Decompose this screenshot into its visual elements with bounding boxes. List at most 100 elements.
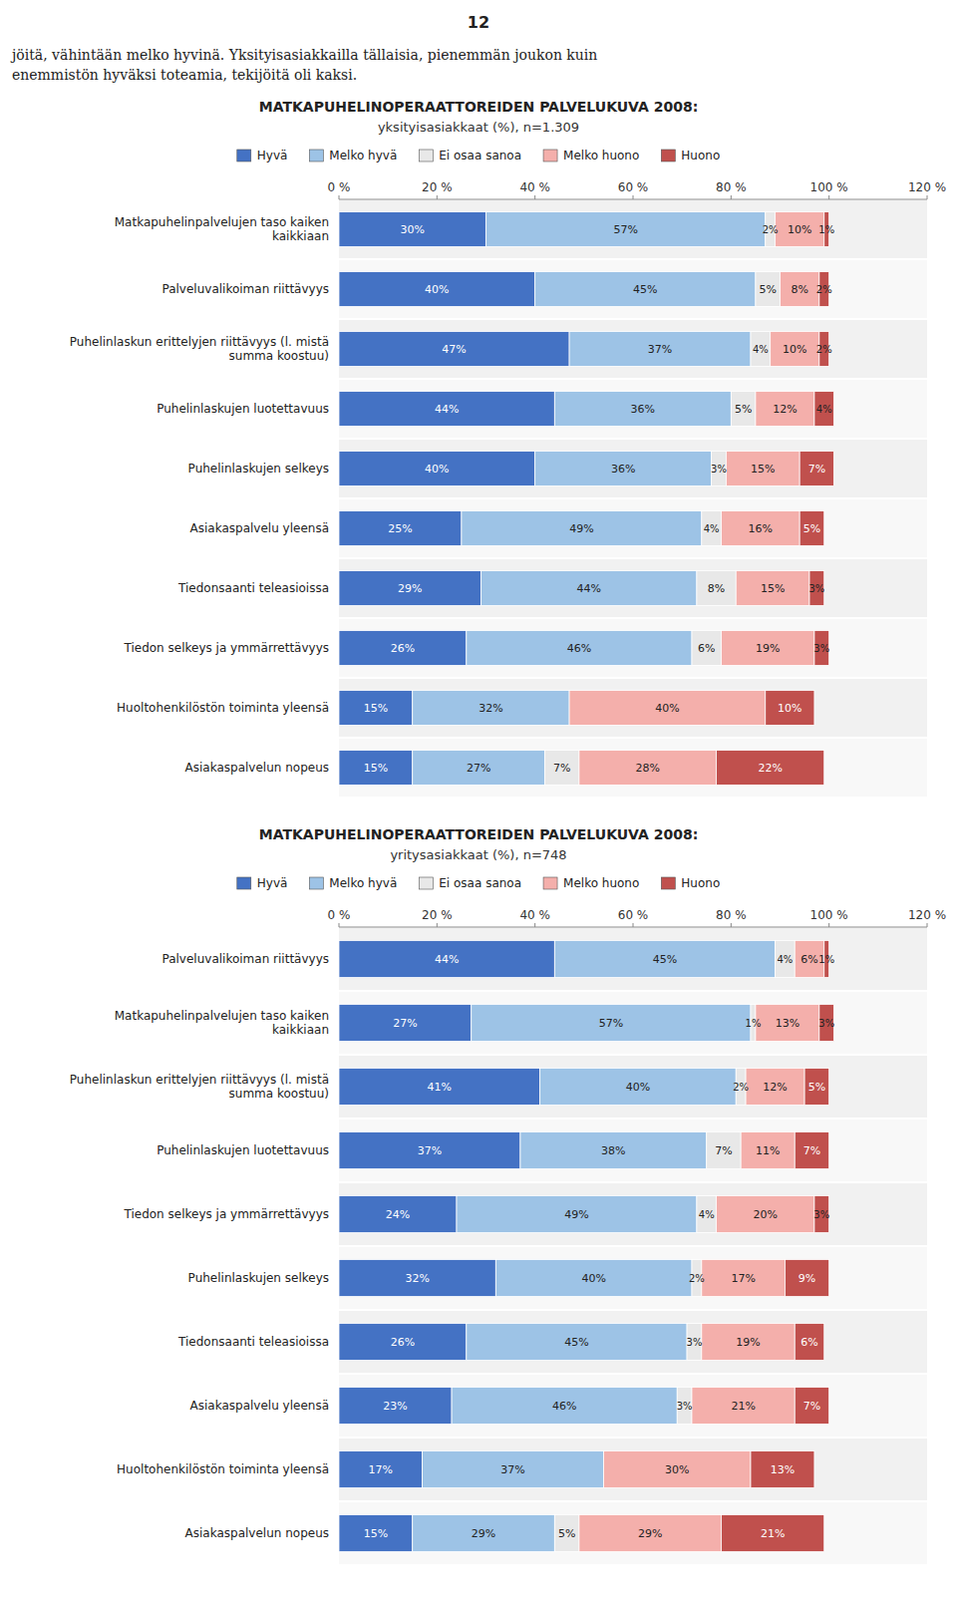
data-label: 3%: [676, 1400, 693, 1412]
bar-segment: [338, 1514, 413, 1552]
bar-segment: [775, 940, 796, 977]
category-label-line: Matkapuhelinpalvelujen taso kaiken: [114, 1008, 329, 1023]
data-label: 44%: [434, 953, 459, 966]
category-label-line: kaikkiaan: [272, 229, 329, 244]
bar-segment: [466, 1322, 687, 1360]
row-band: [338, 559, 928, 618]
data-label: 3%: [813, 642, 830, 654]
bar-segment: [338, 511, 462, 547]
category-label-line: Puhelinlaskun erittelyjen riittävyys (l.…: [69, 1072, 329, 1087]
paragraph-line: jöitä, vähintään melko hyvinä. Yksityisa…: [9, 46, 598, 63]
row-band: [338, 439, 928, 498]
bar-segment: [412, 750, 546, 786]
bar-segment: [814, 1195, 830, 1233]
bar-segment: [775, 212, 825, 248]
x-tick-label: 60 %: [618, 180, 649, 195]
x-tick: [436, 195, 438, 200]
x-tick-label: 100 %: [810, 908, 849, 923]
bar-segment: [338, 631, 467, 666]
data-label: 8%: [707, 582, 725, 596]
data-label: 15%: [750, 462, 775, 476]
data-label: 3%: [710, 463, 727, 475]
bar-segment: [696, 1195, 717, 1233]
bar-segment: [721, 511, 801, 547]
bar-segment: [780, 272, 820, 308]
data-label: 7%: [803, 1144, 821, 1158]
data-label: 25%: [387, 522, 412, 536]
bar-segment: [338, 750, 413, 786]
bar-segment: [338, 331, 570, 367]
data-label: 15%: [363, 761, 388, 775]
x-tick-label: 0 %: [327, 908, 351, 923]
bar-segment: [765, 690, 815, 726]
data-label: 7%: [808, 462, 826, 476]
data-label: 1%: [745, 1017, 762, 1029]
bar-segment: [412, 1514, 556, 1552]
row-band: [338, 678, 928, 737]
data-label: 26%: [390, 1335, 415, 1349]
bar-segment: [338, 940, 555, 977]
category-label: Asiakaspalvelun nopeus: [185, 760, 329, 775]
data-label: 32%: [404, 1272, 429, 1285]
data-label: 3%: [686, 1336, 703, 1348]
data-label: 49%: [564, 1208, 589, 1222]
data-label: 16%: [748, 522, 773, 536]
bar-segment: [338, 690, 413, 726]
row-band: [338, 379, 928, 438]
bar-segment: [794, 1386, 829, 1424]
category-label-line: Asiakaspalvelu yleensä: [190, 1398, 329, 1413]
category-label-line: Huoltohenkilöstön toiminta yleensä: [116, 700, 329, 715]
bar-segment: [794, 1131, 829, 1169]
data-label: 49%: [569, 522, 594, 536]
data-label: 6%: [697, 641, 715, 655]
bar-segment: [338, 1131, 521, 1169]
data-label: 24%: [385, 1208, 410, 1222]
x-tick-label: 40 %: [519, 180, 551, 195]
data-label: 36%: [631, 402, 655, 416]
data-label: 45%: [652, 953, 677, 966]
data-label: 3%: [818, 1017, 835, 1029]
bar-segment: [338, 1450, 423, 1488]
bar-segment: [338, 1003, 472, 1041]
bar-segment: [579, 1514, 722, 1552]
bar-segment: [579, 750, 717, 786]
data-label: 26%: [390, 641, 415, 655]
data-label: 21%: [760, 1527, 785, 1541]
row-band: [338, 1183, 928, 1246]
data-label: 28%: [636, 761, 660, 775]
category-label-line: Tiedon selkeys ja ymmärrettävyys: [122, 640, 329, 655]
legend-label: Huono: [680, 876, 720, 891]
x-tick: [927, 923, 929, 928]
row-band: [338, 1055, 928, 1118]
bar-segment: [338, 1259, 496, 1296]
category-label: Puhelinlaskujen luotettavuus: [156, 1143, 329, 1158]
category-label-line: Matkapuhelinpalvelujen taso kaiken: [114, 215, 329, 230]
data-label: 2%: [688, 1273, 705, 1284]
category-label: Puhelinlaskujen selkeys: [188, 461, 329, 476]
x-tick: [927, 195, 929, 200]
x-tick: [828, 923, 830, 928]
data-label: 40%: [581, 1272, 606, 1285]
x-tick-label: 20 %: [421, 908, 453, 923]
page: 12jöitä, vähintään melko hyvinä. Yksityi…: [0, 0, 957, 1600]
data-label: 15%: [760, 582, 785, 596]
data-label: 22%: [757, 761, 782, 775]
legend: HyväMelko hyväEi osaa sanoaMelko huonoHu…: [237, 876, 720, 891]
data-label: 19%: [755, 641, 780, 655]
row-band: [338, 499, 928, 558]
bar-segment: [471, 1003, 751, 1041]
bar-segment: [338, 1067, 541, 1105]
x-tick-label: 80 %: [715, 180, 747, 195]
category-label-line: Tiedon selkeys ja ymmärrettävyys: [122, 1207, 329, 1222]
data-label: 2%: [762, 224, 779, 236]
data-label: 29%: [638, 1527, 662, 1541]
data-label: 46%: [567, 641, 592, 655]
x-tick-label: 0 %: [327, 180, 351, 195]
data-label: 37%: [647, 342, 672, 356]
bar-segment: [535, 451, 712, 487]
category-label: Puhelinlaskun erittelyjen riittävyys (l.…: [69, 334, 329, 363]
bar-segment: [745, 1067, 805, 1105]
bar-segment: [701, 1322, 795, 1360]
category-label: Tiedon selkeys ja ymmärrettävyys: [122, 1207, 329, 1222]
bar-segment: [735, 571, 810, 607]
